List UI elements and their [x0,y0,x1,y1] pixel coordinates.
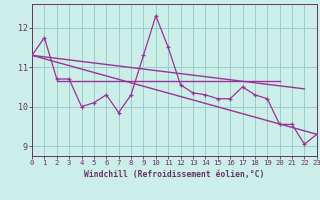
X-axis label: Windchill (Refroidissement éolien,°C): Windchill (Refroidissement éolien,°C) [84,170,265,179]
